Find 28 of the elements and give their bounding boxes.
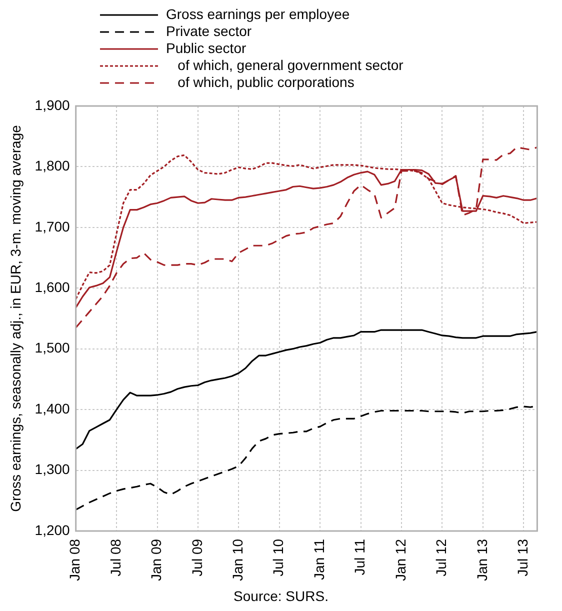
x-tick-label: Jul 09 <box>188 538 205 576</box>
y-tick-label: 1,800 <box>34 158 70 174</box>
y-tick-label: 1,200 <box>34 522 70 538</box>
y-axis-title: Gross earnings, seasonally adj., in EUR, 3-m. moving average <box>7 124 24 512</box>
x-tick-label: Jan 11 <box>310 538 327 580</box>
x-tick-label: Jul 08 <box>107 538 124 576</box>
legend-label: Gross earnings per employee <box>166 6 350 23</box>
x-tick-label: Jul 12 <box>433 538 450 576</box>
y-tick-label: 1,500 <box>34 340 70 356</box>
y-tick-label: 1,600 <box>34 278 70 295</box>
legend-label: Private sector <box>166 23 252 40</box>
x-tick-label: Jul 10 <box>270 538 286 576</box>
x-tick-label: Jul 11 <box>352 538 368 576</box>
legend-label: of which, general government sector <box>176 57 404 74</box>
x-tick-label: Jul 13 <box>514 538 530 576</box>
source-note: Source: SURS. <box>232 588 330 604</box>
y-tick-label: 1,400 <box>34 400 70 416</box>
y-tick-label: 1,300 <box>34 461 70 478</box>
x-tick-label: Jan 08 <box>66 538 83 582</box>
legend-label: Public sector <box>166 40 246 57</box>
x-tick-label: Jan 13 <box>474 538 490 582</box>
x-tick-label: Jan 09 <box>148 538 164 582</box>
y-tick-label: 1,900 <box>34 96 70 113</box>
x-tick-label: Jan 12 <box>392 538 408 582</box>
legend-label: of which, public corporations <box>176 74 354 91</box>
x-tick-label: Jan 10 <box>230 538 246 582</box>
y-tick-label: 1,700 <box>34 218 70 234</box>
line-series <box>75 146 538 328</box>
